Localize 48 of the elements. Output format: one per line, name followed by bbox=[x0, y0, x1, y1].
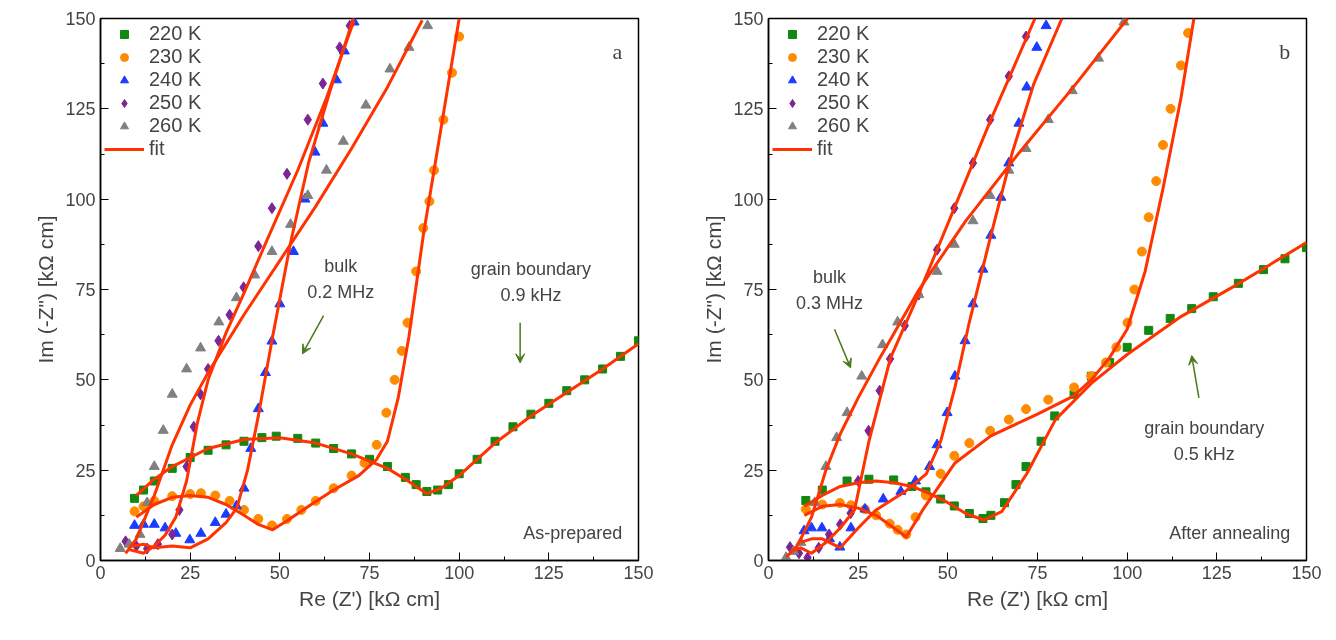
annotation: grain boundary 0.9 kHz bbox=[470, 259, 591, 306]
y-tick-label: 150 bbox=[65, 9, 96, 29]
x-axis-title: Re (Z') [kΩ cm] bbox=[966, 586, 1109, 610]
text: a bbox=[612, 38, 623, 64]
x-tick-label: 75 bbox=[359, 562, 380, 583]
y-tick-label: 125 bbox=[65, 99, 96, 120]
legend-label: 260 K bbox=[817, 114, 870, 137]
x-tick-label: 100 bbox=[1112, 562, 1143, 583]
y-axis-title: Im (-Z") [kΩ cm] bbox=[34, 215, 58, 364]
legend-label: 240 K bbox=[817, 68, 870, 91]
y-tick-label: 75 bbox=[75, 280, 96, 300]
legend-label: 260 K bbox=[149, 114, 202, 137]
x-tick-label: 50 bbox=[937, 562, 958, 583]
legend-label: 250 K bbox=[149, 91, 202, 114]
annotation: grain boundary 0.5 kHz bbox=[1144, 418, 1265, 465]
x-tick-label: 50 bbox=[269, 562, 290, 583]
y-tick-label: 150 bbox=[733, 9, 764, 29]
x-tick-label: 25 bbox=[180, 562, 201, 583]
y-tick-label: 100 bbox=[733, 189, 764, 210]
legend-label: 240 K bbox=[149, 68, 202, 91]
annotation: As-prepared bbox=[523, 523, 623, 544]
legend-label: 250 K bbox=[817, 91, 870, 114]
y-axis-title: Im (-Z") [kΩ cm] bbox=[702, 215, 726, 364]
y-tick-label: 100 bbox=[65, 189, 96, 210]
annotation: bulk 0.2 MHz bbox=[307, 255, 375, 302]
x-tick-label: 150 bbox=[1291, 562, 1322, 583]
x-tick-label: 150 bbox=[623, 562, 654, 583]
x-tick-label: 125 bbox=[533, 562, 564, 583]
y-tick-label: 75 bbox=[743, 280, 764, 300]
legend-label: 220 K bbox=[817, 22, 870, 45]
x-tick-label: 75 bbox=[1027, 562, 1048, 583]
x-tick-label: 100 bbox=[444, 562, 475, 583]
text: b bbox=[1279, 38, 1291, 64]
legend-label: fit bbox=[149, 137, 166, 160]
legend-label: 230 K bbox=[817, 45, 870, 68]
legend-label: 230 K bbox=[149, 45, 202, 68]
y-tick-label: 50 bbox=[75, 370, 96, 391]
x-axis-title: Re (Z') [kΩ cm] bbox=[298, 586, 441, 610]
legend-label: fit bbox=[817, 137, 834, 160]
y-tick-label: 50 bbox=[743, 370, 764, 391]
x-tick-label: 25 bbox=[848, 562, 869, 583]
x-tick-label: 125 bbox=[1201, 562, 1232, 583]
legend-label: 220 K bbox=[149, 22, 202, 45]
annotation: After annealing bbox=[1169, 523, 1291, 544]
y-tick-label: 25 bbox=[743, 460, 764, 481]
y-tick-label: 125 bbox=[733, 99, 764, 120]
annotation: bulk 0.3 MHz bbox=[795, 266, 863, 313]
y-tick-label: 25 bbox=[75, 460, 96, 481]
